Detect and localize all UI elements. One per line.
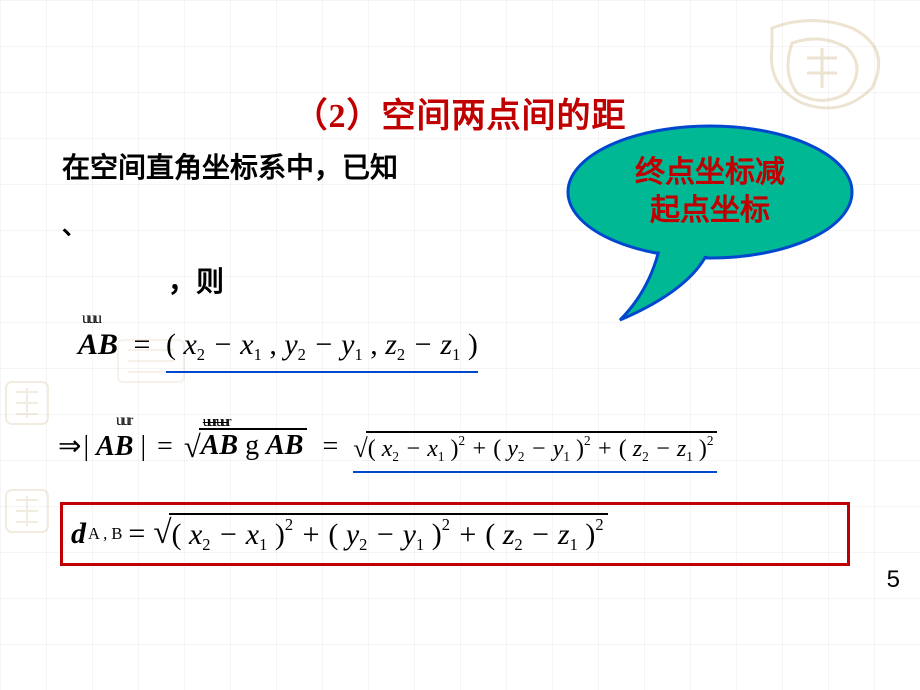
- equation-vector-ab: u u u AB = ( x2 − x1 , y2 − y1 , z2 − z1…: [78, 328, 478, 373]
- eq1-lhs: AB: [78, 328, 118, 361]
- equation-magnitude: ⇒| u u r AB | = √ u u r u u r AB g AB = …: [58, 428, 717, 473]
- sqrt-dot-product: √ u u r u u r AB g AB: [184, 428, 308, 463]
- eq1-equals: =: [134, 328, 151, 361]
- intro-text: 在空间直角坐标系中，已知: [62, 146, 398, 186]
- vector-arrow-icon: u u r: [116, 412, 130, 430]
- eq2-rhs-underlined: √ ( x2 − x1 )2 + ( y2 − y1 )2 + ( z2 − z…: [353, 431, 717, 473]
- eq1-rhs-underlined: ( x2 − x1 , y2 − y1 , z2 − z1 ): [166, 328, 478, 373]
- speech-bubble: 终点坐标减 起点坐标: [560, 120, 860, 330]
- equation-distance-boxed: d A , B = √ ( x2 − x1 )2 + ( y2 − y1 )2 …: [60, 502, 850, 566]
- vector-arrow-icon: u u u: [82, 310, 99, 328]
- then-text: ，则: [168, 260, 224, 300]
- eq3-sqrt: √ ( x2 − x1 )2 + ( y2 − y1 )2 + ( z2 − z…: [153, 513, 607, 555]
- bubble-line1: 终点坐标减: [635, 156, 785, 189]
- page-number: 5: [887, 566, 900, 594]
- implies-symbol: ⇒: [58, 431, 81, 462]
- separator-dot: 、: [62, 206, 86, 241]
- vector-arrow-icon: u u r u u r: [203, 414, 229, 431]
- bubble-line2: 起点坐标: [650, 194, 770, 227]
- d-symbol: d: [71, 517, 86, 551]
- d-subscript: A , B: [88, 524, 122, 544]
